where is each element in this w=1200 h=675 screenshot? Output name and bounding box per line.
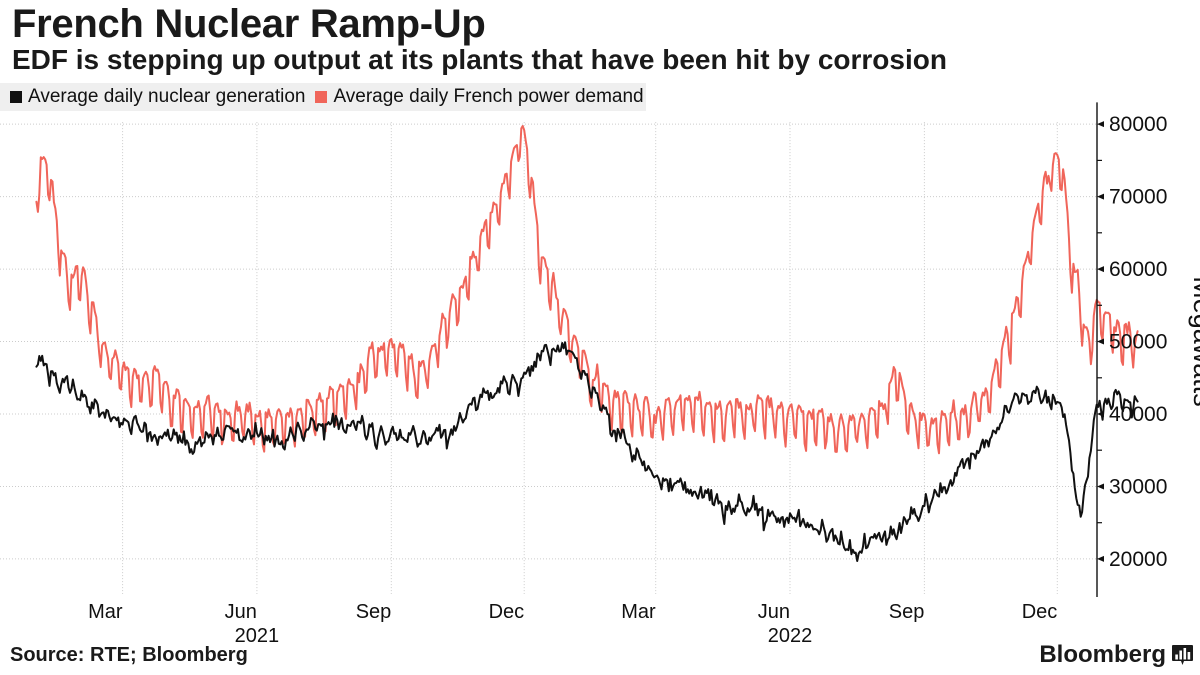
svg-text:80000: 80000 bbox=[1109, 113, 1167, 136]
svg-text:40000: 40000 bbox=[1109, 403, 1167, 426]
svg-text:60000: 60000 bbox=[1109, 258, 1167, 281]
svg-text:Dec: Dec bbox=[1022, 601, 1058, 623]
svg-text:20000: 20000 bbox=[1109, 548, 1167, 571]
svg-text:2022: 2022 bbox=[768, 625, 813, 647]
svg-text:70000: 70000 bbox=[1109, 186, 1167, 209]
svg-text:Mar: Mar bbox=[621, 601, 656, 623]
svg-text:50000: 50000 bbox=[1109, 331, 1167, 354]
svg-text:Mar: Mar bbox=[88, 601, 123, 623]
svg-text:Megawatts: Megawatts bbox=[1188, 276, 1200, 407]
svg-text:Dec: Dec bbox=[489, 601, 525, 623]
svg-text:Jun: Jun bbox=[225, 601, 257, 623]
svg-text:Jun: Jun bbox=[758, 601, 790, 623]
svg-text:Sep: Sep bbox=[889, 601, 925, 623]
svg-text:Sep: Sep bbox=[356, 601, 392, 623]
svg-text:30000: 30000 bbox=[1109, 476, 1167, 499]
